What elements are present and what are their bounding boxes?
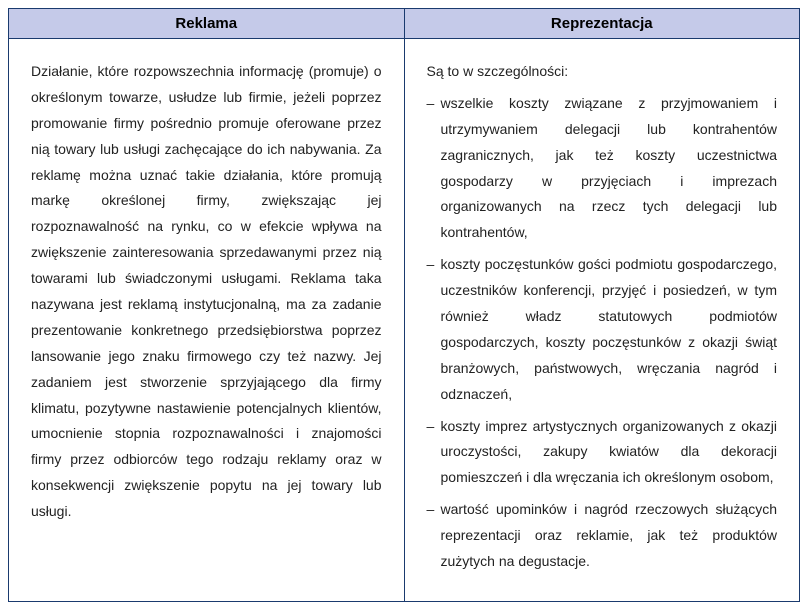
comparison-table: Reklama Reprezentacja Działanie, które r… [8,8,800,602]
header-row: Reklama Reprezentacja [9,9,800,39]
left-cell: Działanie, które rozpowszechnia informac… [9,39,405,602]
header-right-label: Reprezentacja [551,15,653,32]
list-item: koszty poczęstunków gości podmiotu gospo… [427,252,778,407]
list-item: wartość upominków i nagród rzeczowych sł… [427,497,778,575]
right-list: wszelkie koszty związane z przyjmowaniem… [427,91,778,575]
header-left-label: Reklama [175,15,237,32]
right-intro: Są to w szczególności: [427,59,778,85]
list-item: koszty imprez artystycznych organizowany… [427,414,778,492]
list-item: wszelkie koszty związane z przyjmowaniem… [427,91,778,246]
header-left: Reklama [9,9,405,39]
right-cell: Są to w szczególności: wszelkie koszty z… [404,39,800,602]
content-row: Działanie, które rozpowszechnia informac… [9,39,800,602]
left-paragraph: Działanie, które rozpowszechnia informac… [31,59,382,525]
header-right: Reprezentacja [404,9,800,39]
